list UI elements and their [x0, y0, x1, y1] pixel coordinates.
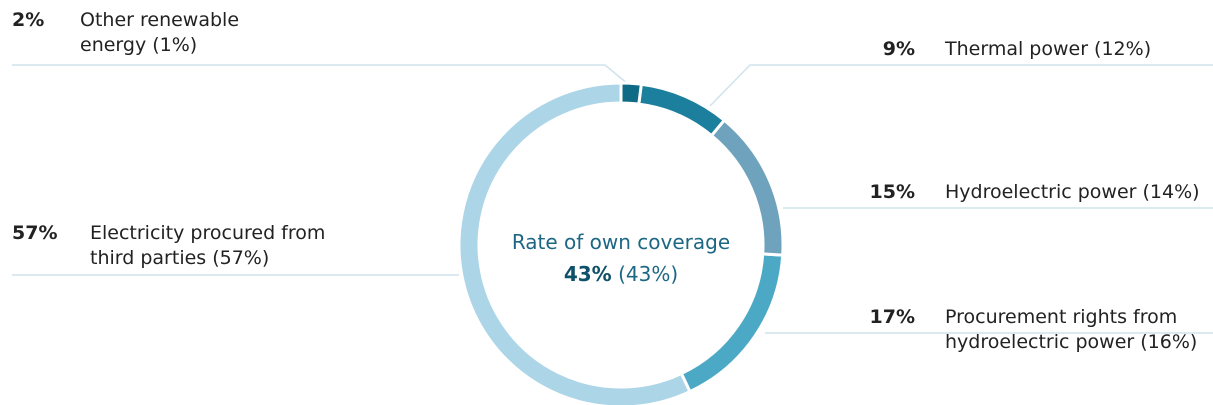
- category-label: Electricity procured from third parties …: [90, 222, 326, 269]
- value-label: 15%: [869, 181, 915, 203]
- center-value-line: 43% (43%): [564, 262, 678, 286]
- category-label: Hydroelectric power (14%): [945, 181, 1200, 203]
- center-value: 43%: [564, 262, 612, 286]
- category-label: Thermal power (12%): [945, 38, 1152, 60]
- donut-segment: [709, 118, 785, 257]
- center-title: Rate of own coverage: [512, 230, 730, 254]
- leader-line: [12, 64, 629, 85]
- value-label: 57%: [12, 222, 58, 244]
- center-note: (43%): [618, 262, 678, 286]
- donut-segment: [679, 252, 785, 394]
- leader-line: [709, 64, 1213, 107]
- value-label: 17%: [869, 306, 915, 328]
- value-label: 2%: [12, 9, 45, 31]
- value-label: 9%: [882, 38, 915, 60]
- category-label: Procurement rights from hydroelectric po…: [945, 306, 1198, 353]
- category-label: Other renewable energy (1%): [80, 9, 240, 56]
- donut-segment: [637, 82, 727, 138]
- donut-segment: [619, 81, 643, 106]
